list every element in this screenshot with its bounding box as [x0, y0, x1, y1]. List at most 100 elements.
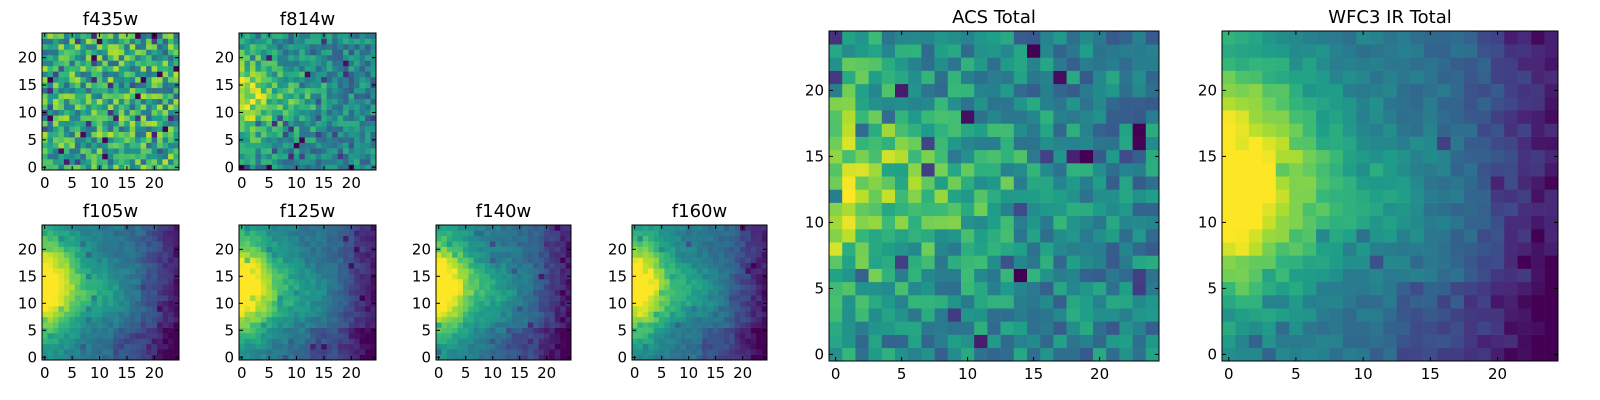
- heatmap-cell: [702, 316, 708, 323]
- heatmap-cell: [632, 289, 638, 296]
- heatmap-cell: [310, 71, 317, 78]
- heatmap-cell: [713, 262, 719, 269]
- heatmap-cell: [1000, 97, 1015, 111]
- heatmap-cell: [669, 246, 676, 253]
- heatmap-cell: [157, 279, 163, 285]
- heatmap-cell: [277, 225, 284, 231]
- heatmap-cell: [1410, 334, 1424, 349]
- heatmap-cell: [146, 65, 152, 72]
- heatmap-cell: [1383, 308, 1398, 322]
- heatmap-cell: [1396, 202, 1411, 217]
- heatmap-cell: [1079, 83, 1094, 98]
- heatmap-cell: [1079, 31, 1094, 45]
- heatmap-cell: [343, 49, 349, 56]
- heatmap-cell: [146, 115, 152, 121]
- heatmap-cell: [1119, 215, 1133, 230]
- panel-title: f140w: [476, 201, 531, 222]
- heatmap-cell: [527, 284, 534, 291]
- y-tick-label: 10: [805, 213, 824, 231]
- heatmap-cell: [321, 71, 327, 78]
- heatmap-cell: [343, 289, 349, 296]
- heatmap-cell: [734, 235, 741, 242]
- heatmap-cell: [1531, 295, 1545, 309]
- heatmap-cell: [544, 338, 550, 345]
- heatmap-cell: [1531, 189, 1545, 203]
- heatmap-cell: [63, 235, 70, 242]
- heatmap-cell: [908, 110, 922, 124]
- heatmap-cell: [168, 82, 174, 89]
- heatmap-cell: [304, 109, 311, 116]
- y-tick-label: 10: [18, 103, 37, 121]
- heatmap-cell: [1437, 334, 1451, 349]
- heatmap-cell: [756, 338, 762, 345]
- heatmap-cell: [135, 289, 141, 296]
- heatmap-cell: [282, 273, 289, 280]
- heatmap-cell: [310, 295, 317, 301]
- heatmap-cell: [934, 110, 949, 124]
- heatmap-cell: [52, 300, 59, 307]
- heatmap-cell: [277, 120, 284, 127]
- heatmap-cell: [740, 246, 746, 253]
- heatmap-cell: [538, 300, 545, 307]
- heatmap-cell: [304, 284, 311, 291]
- heatmap-cell: [80, 137, 87, 143]
- heatmap-cell: [1275, 295, 1290, 309]
- heatmap-cell: [745, 257, 752, 264]
- heatmap-cell: [260, 76, 267, 83]
- heatmap-cell: [239, 142, 245, 149]
- heatmap-cell: [271, 295, 278, 301]
- heatmap-cell: [239, 120, 245, 127]
- heatmap-cell: [113, 120, 120, 127]
- heatmap-cell: [1013, 70, 1028, 85]
- heatmap-cell: [436, 279, 442, 285]
- heatmap-cell: [1477, 255, 1492, 269]
- heatmap-cell: [691, 241, 698, 247]
- heatmap-cell: [277, 98, 284, 105]
- heatmap-cell: [1235, 163, 1250, 177]
- heatmap-cell: [42, 71, 48, 78]
- heatmap-cell: [1531, 242, 1545, 256]
- heatmap-cell: [452, 257, 458, 264]
- heatmap-cell: [107, 120, 114, 127]
- heatmap-cell: [315, 322, 322, 328]
- heatmap-cell: [151, 159, 158, 165]
- heatmap-cell: [1132, 334, 1147, 349]
- heatmap-cell: [52, 71, 59, 78]
- heatmap-cell: [135, 225, 141, 231]
- heatmap-cell: [855, 44, 869, 58]
- heatmap-cell: [365, 142, 371, 149]
- heatmap-cell: [42, 104, 48, 111]
- heatmap-cell: [288, 273, 295, 280]
- heatmap-cell: [107, 235, 114, 242]
- axes-frame: [828, 30, 1160, 362]
- heatmap-cell: [506, 333, 512, 339]
- heatmap-cell: [1316, 347, 1330, 362]
- heatmap-cell: [74, 60, 81, 67]
- heatmap-cell: [1027, 268, 1041, 283]
- heatmap-cell: [69, 131, 76, 138]
- heatmap-cell: [457, 295, 464, 301]
- heatmap-cell: [522, 279, 529, 285]
- heatmap-cell: [118, 252, 125, 258]
- heatmap-cell: [255, 284, 262, 291]
- heatmap-cell: [42, 98, 48, 105]
- heatmap-cell: [162, 38, 169, 45]
- heatmap-cell: [52, 153, 59, 160]
- heatmap-cell: [1119, 57, 1133, 71]
- heatmap-cell: [1490, 334, 1505, 349]
- heatmap-cell: [533, 273, 539, 280]
- heatmap-cell: [473, 235, 480, 242]
- heatmap-cell: [745, 322, 752, 328]
- heatmap-cell: [42, 349, 48, 355]
- heatmap-cell: [255, 257, 262, 264]
- heatmap-cell: [255, 115, 262, 121]
- heatmap-cell: [69, 38, 76, 45]
- heatmap-cell: [85, 43, 92, 50]
- heatmap-cell: [895, 189, 909, 203]
- heatmap-cell: [365, 65, 371, 72]
- heatmap-cell: [277, 268, 284, 274]
- heatmap-cell: [332, 164, 338, 171]
- heatmap-cell: [42, 235, 48, 242]
- heatmap-cell: [517, 349, 523, 355]
- heatmap-cell: [829, 242, 843, 256]
